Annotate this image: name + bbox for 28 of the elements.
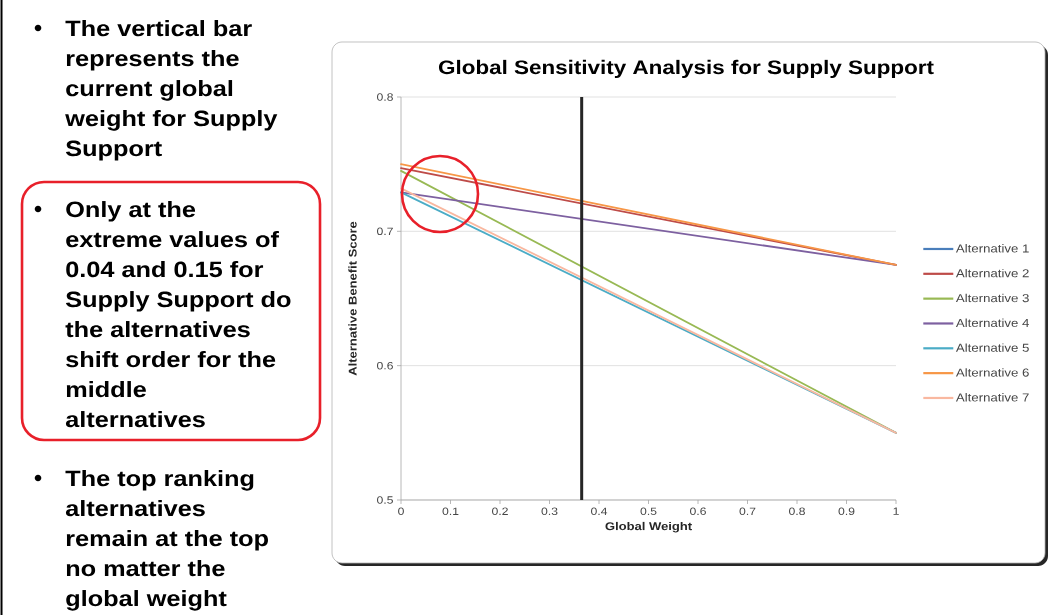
text: Only at the extreme values of 0.04 and 0.15 for Supply Support do the alternatives shift order for the middle alternatives (65, 201, 291, 428)
text: The vertical bar represents the current global weight for Supply Support (65, 20, 278, 161)
y-axis-title: Alternative Benefit Score (348, 221, 357, 376)
x-tick-label: 0.2 (492, 507, 508, 516)
x-tick-label: 0.4 (591, 507, 608, 516)
x-tick-label: 1 (893, 507, 899, 515)
x-tick-label: 0.6 (690, 507, 706, 516)
legend-label: Alternative 2 (955, 268, 1029, 278)
x-tick-label: 0.7 (739, 507, 756, 516)
legend-label: Alternative 7 (955, 393, 1029, 402)
text: The top ranking alternatives remain at the top no matter the global weight (65, 470, 268, 611)
legend-label: Alternative 3 (955, 293, 1029, 303)
y-tick-label: 0.8 (377, 93, 393, 101)
x-tick-label: 0.3 (541, 507, 558, 516)
x-tick-label: 0.8 (789, 507, 805, 516)
y-tick-label: 0.5 (377, 496, 393, 504)
legend-label: Alternative 6 (955, 368, 1029, 377)
x-tick-label: 0 (398, 507, 404, 516)
legend-label: Alternative 5 (955, 343, 1029, 352)
y-tick-label: 0.6 (377, 361, 393, 370)
x-axis-title: Global Weight (605, 521, 692, 533)
y-tick-label: 0.7 (377, 227, 393, 236)
x-tick-label: 0.9 (838, 507, 855, 516)
x-tick-label: 0.1 (442, 507, 459, 516)
x-tick-label: 0.5 (640, 507, 657, 516)
legend-label: Alternative 4 (955, 318, 1029, 327)
legend-label: Alternative 1 (955, 244, 1029, 253)
chart-title: Global Sensitivity Analysis for Supply Support (438, 59, 934, 79)
